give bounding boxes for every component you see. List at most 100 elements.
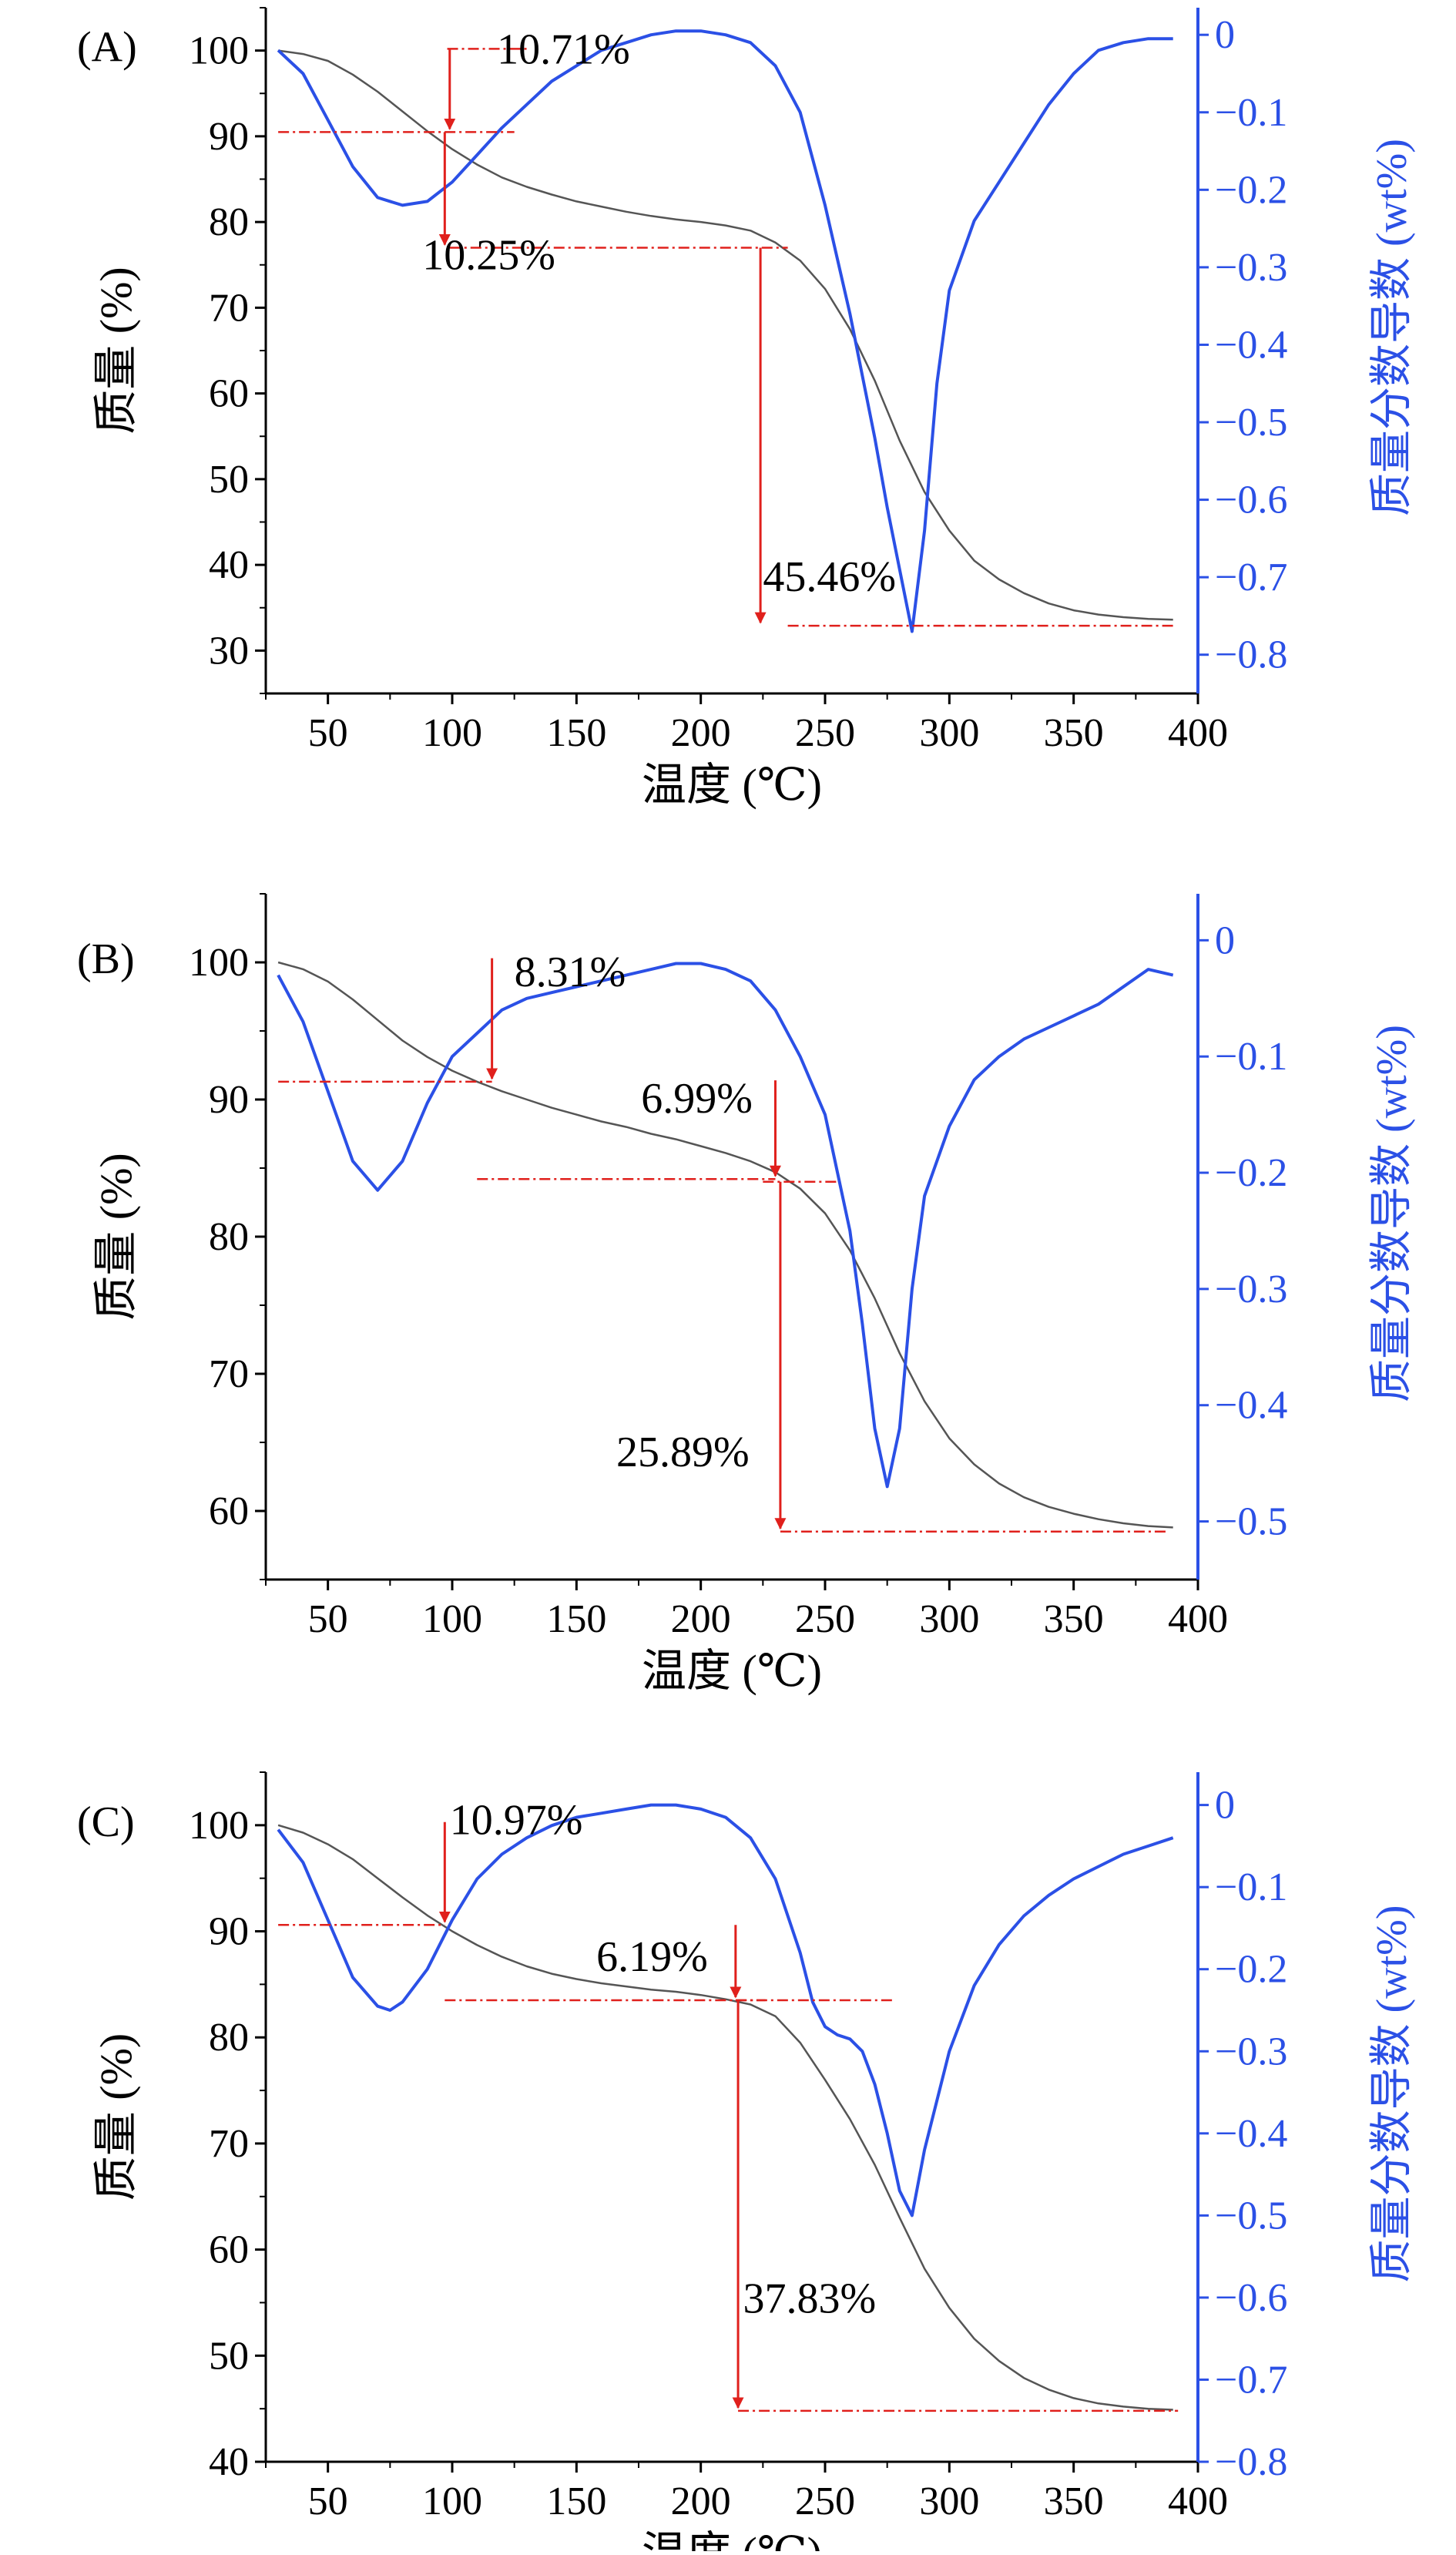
- x-tick-label: 50: [308, 1597, 348, 1641]
- y-tick-label: 70: [209, 1352, 249, 1396]
- y2-tick-label: −0.1: [1215, 1865, 1287, 1909]
- x-tick-label: 400: [1168, 2479, 1228, 2523]
- x-tick-label: 200: [671, 1597, 731, 1641]
- y-tick-label: 80: [209, 1215, 249, 1259]
- y2-axis-label: 质量分数导数 (wt%): [1368, 1905, 1416, 2283]
- x-tick-label: 250: [795, 1597, 855, 1641]
- x-tick-label: 200: [671, 711, 731, 755]
- x-tick-label: 50: [308, 2479, 348, 2523]
- x-axis-label: 温度 (℃): [642, 2528, 822, 2551]
- y2-tick-label: −0.7: [1215, 556, 1287, 599]
- y-tick-label: 90: [209, 1910, 249, 1954]
- y-tick-label: 30: [209, 629, 249, 673]
- derivative-curve: [277, 1803, 1174, 2218]
- mass-loss-label: 8.31%: [515, 948, 626, 996]
- y2-tick-label: −0.8: [1215, 633, 1287, 677]
- mass-loss-label: 10.71%: [497, 26, 630, 74]
- y2-tick-label: −0.1: [1215, 1035, 1287, 1079]
- y-tick-label: 60: [209, 1489, 249, 1533]
- y2-tick-label: −0.4: [1215, 1384, 1287, 1428]
- mass-loss-label: 10.97%: [450, 1796, 583, 1844]
- y2-tick-label: −0.4: [1215, 2112, 1287, 2156]
- x-tick-label: 350: [1044, 1597, 1104, 1641]
- y2-tick-label: −0.2: [1215, 168, 1287, 212]
- panel-a: 50 100 150 200 250 300 350 400 30 40 50 60 70 80 90 100…: [77, 7, 1416, 810]
- y2-tick-label: 0: [1215, 918, 1235, 962]
- x-tick-label: 150: [546, 1597, 606, 1641]
- y-tick-label: 50: [209, 458, 249, 502]
- y2-tick-label: −0.8: [1215, 2440, 1287, 2484]
- y2-tick-label: −0.6: [1215, 478, 1287, 522]
- x-tick-label: 100: [422, 1597, 482, 1641]
- y2-tick-label: −0.3: [1215, 2030, 1287, 2073]
- y2-tick-label: −0.2: [1215, 1948, 1287, 1992]
- y-tick-label: 60: [209, 372, 249, 416]
- panel-b: 50 100 150 200 250 300 350 400 60 70 80 90 100 0 −0.1 −…: [77, 893, 1416, 1696]
- mass-loss-label: 25.89%: [616, 1429, 750, 1476]
- panel-label: (B): [77, 935, 135, 983]
- y2-tick-label: 0: [1215, 1784, 1235, 1828]
- y-tick-label: 40: [209, 2440, 249, 2484]
- y2-tick-label: −0.2: [1215, 1151, 1287, 1195]
- x-tick-label: 300: [919, 711, 979, 755]
- y-tick-label: 90: [209, 1078, 249, 1122]
- y-tick-label: 70: [209, 286, 249, 330]
- y-tick-label: 100: [189, 941, 249, 985]
- y-tick-label: 70: [209, 2122, 249, 2166]
- panel-c: 50 100 150 200 250 300 350 400 40 50 60 70 80 90 100 0 −…: [77, 1771, 1416, 2555]
- y2-axis-label: 质量分数导数 (wt%): [1368, 1025, 1416, 1402]
- y-tick-label: 100: [189, 1804, 249, 1848]
- y-tick-label: 60: [209, 2228, 249, 2272]
- y-axis-label: 质量 (%): [91, 267, 141, 434]
- y2-tick-label: −0.6: [1215, 2276, 1287, 2320]
- mass-loss-label: 45.46%: [763, 553, 896, 601]
- x-tick-label: 350: [1044, 711, 1104, 755]
- derivative-curve: [277, 962, 1174, 1489]
- y2-tick-label: 0: [1215, 13, 1235, 57]
- y-tick-label: 50: [209, 2334, 249, 2378]
- x-tick-label: 400: [1168, 711, 1228, 755]
- x-tick-label: 50: [308, 711, 348, 755]
- mass-loss-label: 10.25%: [422, 232, 555, 280]
- y-axis-label: 质量 (%): [91, 1153, 141, 1320]
- y-tick-label: 40: [209, 543, 249, 587]
- panel-label: (C): [77, 1798, 135, 1846]
- y2-tick-label: −0.7: [1215, 2358, 1287, 2402]
- derivative-curve: [277, 29, 1173, 633]
- mass-curve: [277, 961, 1173, 1529]
- y2-axis-label: 质量分数导数 (wt%): [1368, 139, 1416, 516]
- x-axis-label: 温度 (℃): [642, 760, 822, 810]
- x-tick-label: 250: [795, 711, 855, 755]
- y2-tick-label: −0.3: [1215, 1267, 1287, 1311]
- x-tick-label: 350: [1044, 2479, 1104, 2523]
- y2-tick-label: −0.5: [1215, 401, 1287, 445]
- mass-loss-label: 6.99%: [641, 1075, 753, 1123]
- y-tick-label: 80: [209, 2016, 249, 2060]
- x-tick-label: 150: [546, 711, 606, 755]
- y-tick-label: 80: [209, 200, 249, 244]
- x-tick-label: 100: [422, 711, 482, 755]
- x-tick-label: 250: [795, 2479, 855, 2523]
- panel-label: (A): [77, 24, 137, 72]
- x-tick-label: 100: [422, 2479, 482, 2523]
- x-tick-label: 300: [919, 2479, 979, 2523]
- y-axis-label: 质量 (%): [91, 2033, 141, 2201]
- mass-curve: [277, 49, 1173, 621]
- y2-tick-label: −0.3: [1215, 246, 1287, 290]
- mass-loss-label: 6.19%: [596, 1933, 708, 1981]
- y2-tick-label: −0.1: [1215, 91, 1287, 135]
- mass-loss-label: 37.83%: [743, 2275, 877, 2322]
- x-tick-label: 150: [546, 2479, 606, 2523]
- y-tick-label: 90: [209, 115, 249, 159]
- x-axis-label: 温度 (℃): [642, 1646, 822, 1696]
- y-tick-label: 100: [189, 29, 249, 73]
- y2-tick-label: −0.4: [1215, 323, 1287, 367]
- x-tick-label: 400: [1168, 1597, 1228, 1641]
- x-tick-label: 300: [919, 1597, 979, 1641]
- mass-curve: [277, 1824, 1173, 2411]
- y2-tick-label: −0.5: [1215, 1500, 1287, 1544]
- y2-tick-label: −0.5: [1215, 2194, 1287, 2238]
- x-tick-label: 200: [671, 2479, 731, 2523]
